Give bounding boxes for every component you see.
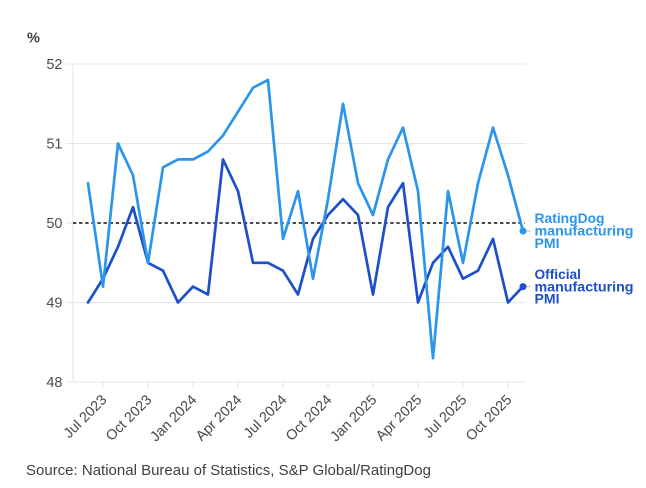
svg-text:50: 50 bbox=[46, 216, 62, 232]
svg-text:48: 48 bbox=[46, 375, 62, 391]
svg-text:%: % bbox=[27, 31, 40, 47]
svg-text:Source: National Bureau of Sta: Source: National Bureau of Statistics, S… bbox=[26, 462, 431, 479]
svg-text:PMI: PMI bbox=[535, 291, 560, 307]
svg-text:manufacturing: manufacturing bbox=[535, 223, 634, 239]
svg-text:52: 52 bbox=[46, 57, 62, 73]
svg-text:49: 49 bbox=[46, 296, 62, 312]
svg-text:PMI: PMI bbox=[535, 235, 560, 251]
svg-text:manufacturing: manufacturing bbox=[535, 278, 634, 294]
svg-text:Official: Official bbox=[535, 266, 582, 282]
svg-text:RatingDog: RatingDog bbox=[535, 210, 605, 226]
svg-text:51: 51 bbox=[46, 137, 62, 153]
